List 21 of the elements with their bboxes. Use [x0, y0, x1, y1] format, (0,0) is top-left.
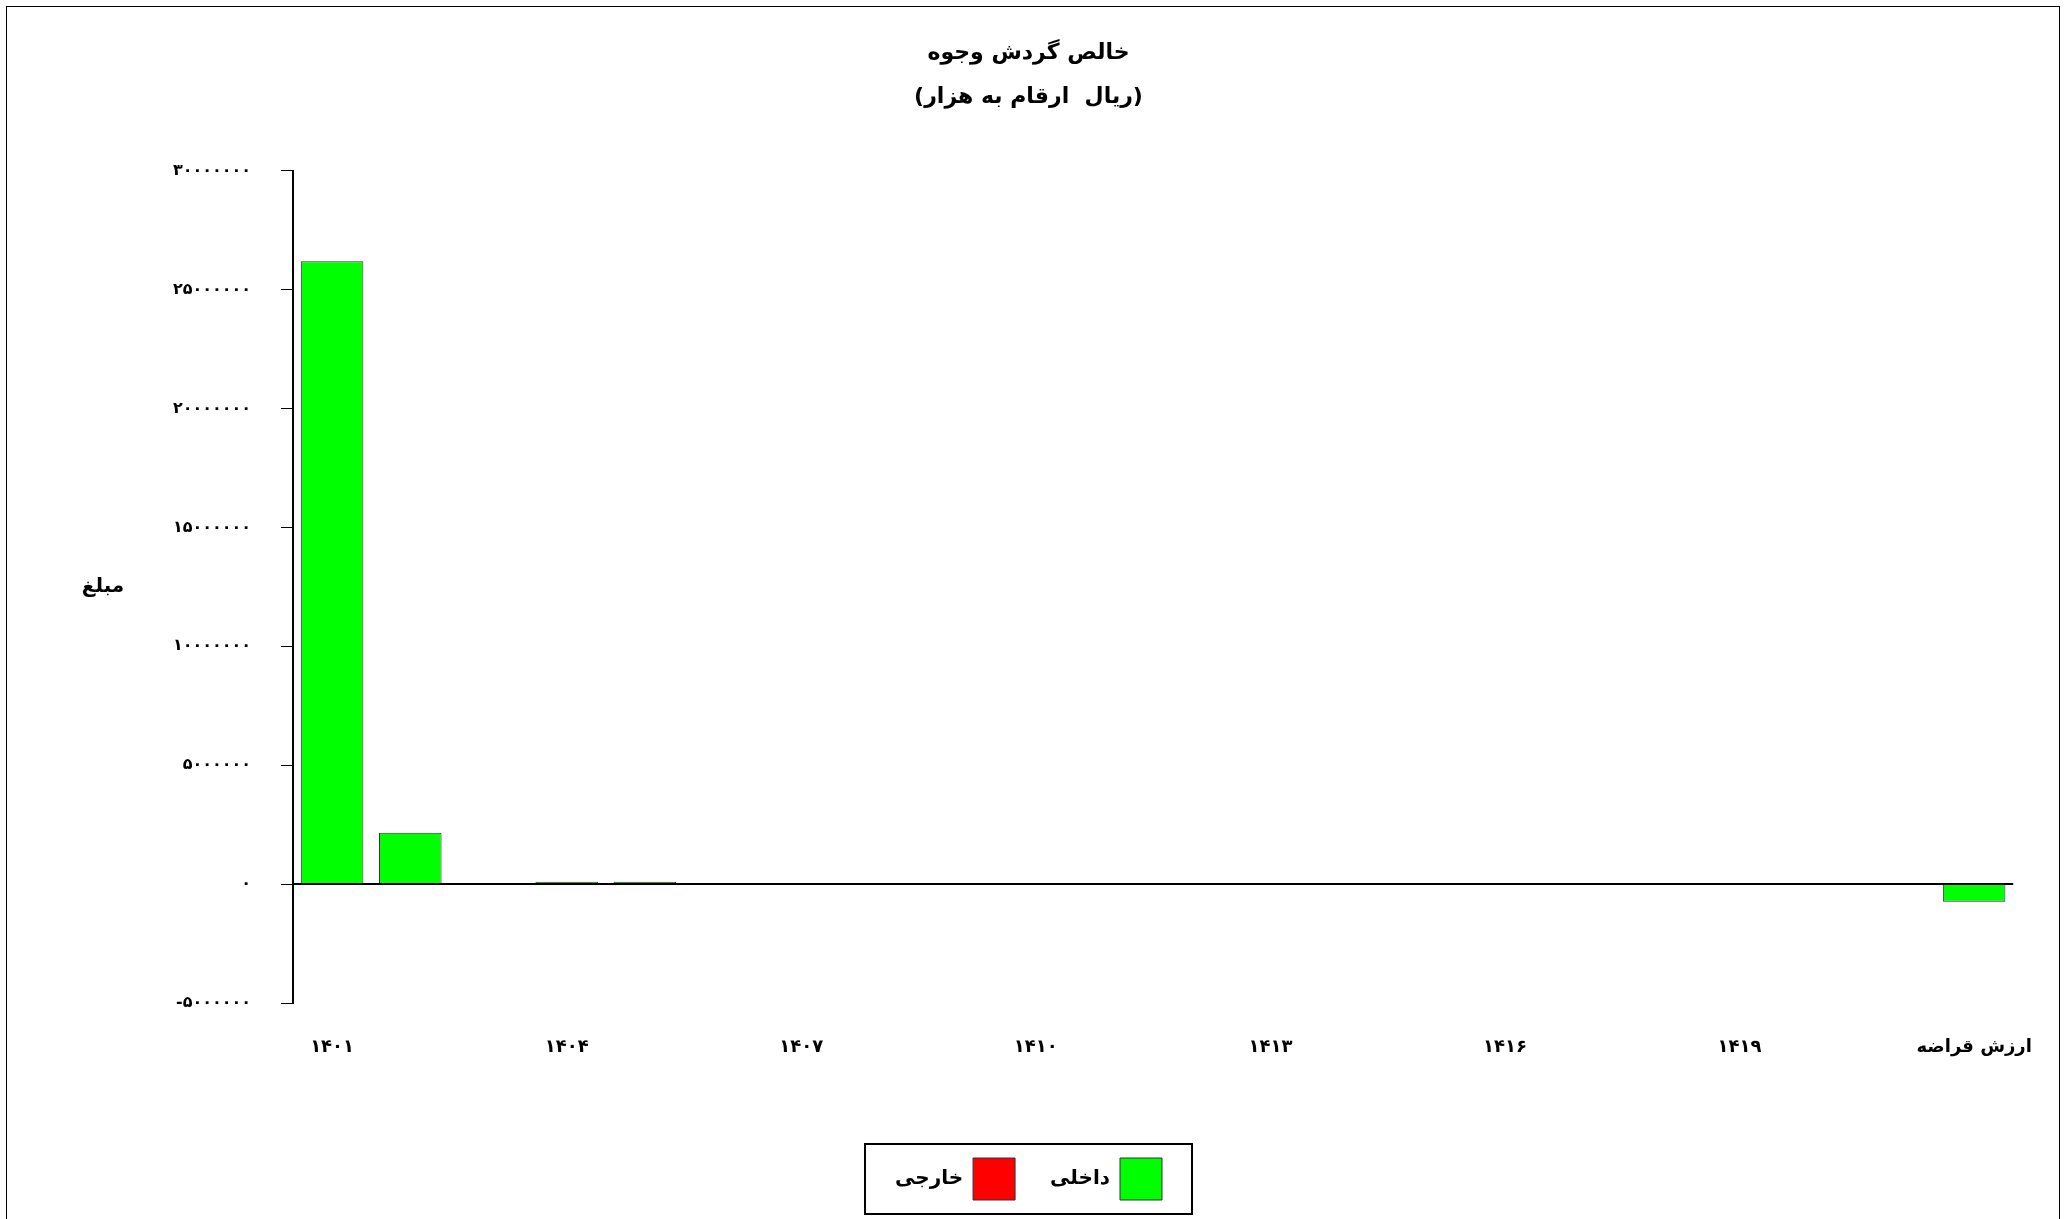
x-tick-label: ۱۴۰۱	[310, 1035, 355, 1057]
x-tick-label: ۱۴۰۷	[779, 1035, 824, 1057]
y-axis-title: مبلغ	[81, 573, 125, 598]
y-tick-label: ۳۰۰۰۰۰۰۰	[172, 159, 251, 179]
y-tick-label: ۰	[241, 873, 251, 893]
x-tick-label: ۱۴۰۴	[544, 1035, 589, 1057]
x-tick-label: ۱۴۱۹	[1717, 1035, 1762, 1057]
chart-subtitle: (ریال ارقام به هزار)	[914, 83, 1143, 110]
y-tick-label: ۱۰۰۰۰۰۰۰	[172, 635, 251, 655]
x-tick-label: ارزش قراضه	[1916, 1035, 2032, 1058]
x-tick-label: ۱۴۱۶	[1483, 1035, 1527, 1057]
y-tick-label: -۵۰۰۰۰۰۰	[176, 992, 251, 1012]
x-tick-label: ۱۴۱۰	[1013, 1035, 1058, 1057]
y-tick-label: ۲۰۰۰۰۰۰۰	[172, 397, 251, 417]
y-tick-label: ۲۵۰۰۰۰۰۰	[172, 278, 251, 298]
legend-label: خارجی	[894, 1165, 964, 1190]
y-tick-label: ۱۵۰۰۰۰۰۰	[172, 516, 251, 536]
legend-label: داخلی	[1050, 1165, 1111, 1190]
chart-title: خالص گردش وجوه	[927, 37, 1130, 65]
y-tick-label: ۵۰۰۰۰۰۰	[182, 754, 251, 774]
x-tick-label: ۱۴۱۳	[1248, 1035, 1293, 1057]
